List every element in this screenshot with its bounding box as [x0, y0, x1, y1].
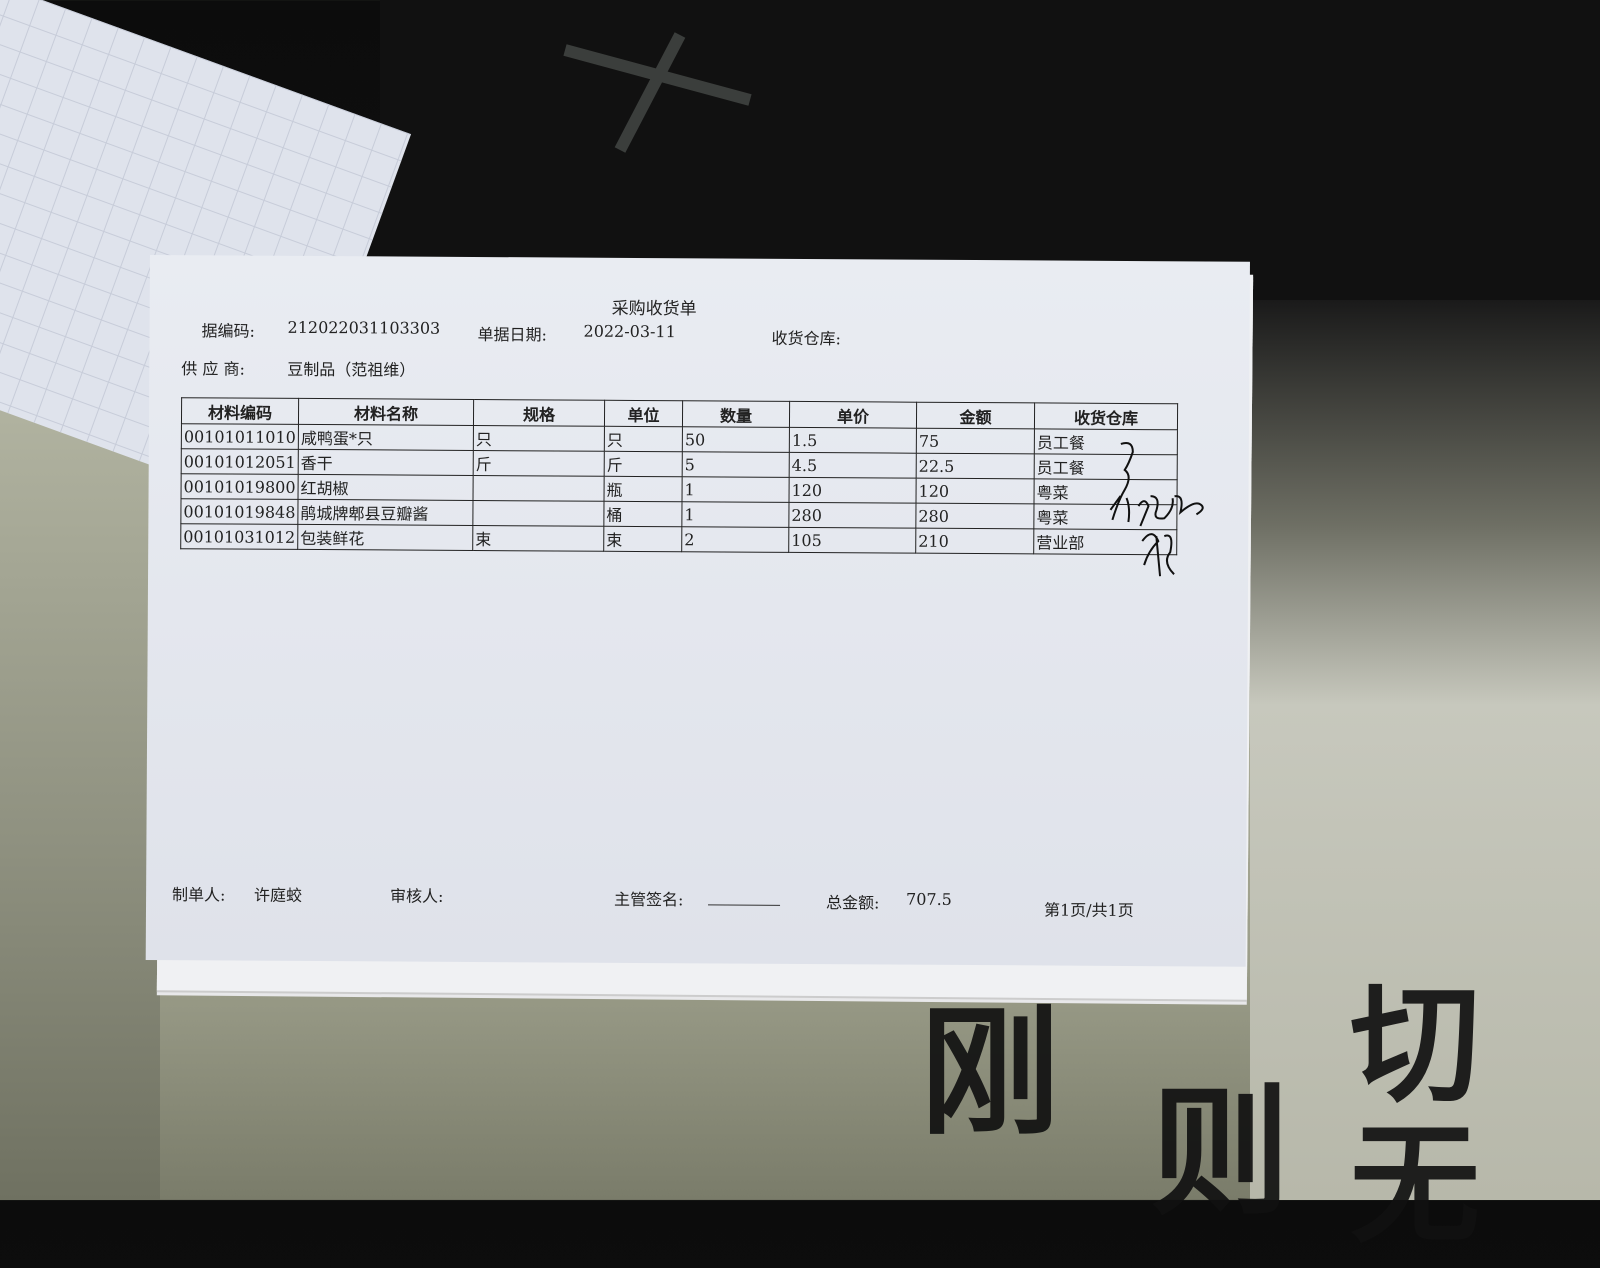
purchase-receipt-document: 采购收货单 据编码: 212022031103303 单据日期: 2022-03…	[145, 255, 1250, 967]
header-material-name: 材料名称	[298, 398, 474, 426]
cell-material-code: 00101011010	[181, 423, 299, 450]
reviewer-label: 审核人:	[390, 886, 444, 906]
cell-unit-price: 4.5	[789, 452, 917, 479]
items-table: 材料编码 材料名称 规格 单位 数量 单价 金额 收货仓库 0010101101…	[180, 397, 1178, 555]
cell-material-name: 咸鸭蛋*只	[298, 424, 474, 451]
warehouse-label: 收货仓库:	[771, 328, 841, 349]
cell-spec: 束	[472, 525, 604, 552]
page-number: 第1页/共1页	[1043, 900, 1134, 921]
cell-material-name: 鹃城牌郫县豆瓣酱	[297, 499, 473, 526]
cell-quantity: 1	[681, 476, 790, 503]
cell-unit: 桶	[603, 501, 682, 527]
supplier-label: 供 应 商:	[181, 359, 245, 379]
header-warehouse: 收货仓库	[1034, 402, 1178, 430]
cell-material-code: 00101031012	[180, 523, 298, 550]
supervisor-signature-line	[708, 904, 781, 906]
cell-amount: 75	[916, 428, 1035, 454]
calligraphy-glyph: 刚	[920, 991, 1061, 1155]
calligraphy-glyph: 无	[1350, 1108, 1481, 1261]
cell-unit-price: 120	[788, 477, 917, 504]
cross-mark-on-cloth	[563, 32, 752, 153]
cell-quantity: 50	[682, 426, 790, 453]
cell-quantity: 1	[681, 501, 789, 528]
doc-date-label: 单据日期:	[477, 325, 547, 345]
doc-date: 2022-03-11	[583, 321, 676, 342]
cell-spec	[472, 500, 604, 527]
cell-material-name: 红胡椒	[297, 474, 474, 501]
calligraphy-glyph: 则	[1150, 1071, 1291, 1235]
cell-amount: 120	[915, 478, 1035, 504]
supervisor-label: 主管签名:	[614, 889, 684, 910]
cell-amount: 210	[915, 528, 1034, 554]
cell-spec: 斤	[473, 450, 605, 477]
table-row: 00101031012 包装鲜花束束 2 105 210 营业部	[180, 523, 1177, 555]
cell-material-code: 00101019800	[181, 473, 299, 500]
cell-unit: 斤	[604, 451, 683, 477]
cell-material-code: 00101019848	[180, 498, 298, 525]
cell-material-code: 00101012051	[181, 448, 299, 475]
handwritten-signature	[1109, 441, 1204, 577]
cell-unit: 瓶	[603, 476, 683, 502]
doc-number: 212022031103303	[287, 317, 441, 338]
preparer-label: 制单人:	[172, 885, 226, 905]
cell-unit-price: 105	[788, 527, 916, 554]
doc-number-label: 据编码:	[201, 321, 256, 341]
supplier: 豆制品（范祖维）	[287, 359, 416, 380]
cell-material-name: 包装鲜花	[297, 524, 473, 551]
document-title: 采购收货单	[611, 298, 697, 320]
header-amount: 金额	[916, 402, 1035, 429]
cell-amount: 280	[915, 503, 1034, 529]
header-spec: 规格	[473, 399, 605, 427]
cell-unit: 束	[603, 526, 682, 552]
cell-spec	[472, 475, 605, 502]
header-quantity: 数量	[682, 400, 790, 428]
cell-unit-price: 1.5	[789, 427, 917, 454]
cell-material-name: 香干	[298, 449, 474, 476]
cell-quantity: 5	[682, 451, 790, 478]
preparer: 许庭蛟	[254, 885, 303, 905]
total-amount: 707.5	[906, 889, 952, 909]
header-material-code: 材料编码	[181, 397, 299, 425]
cell-amount: 22.5	[916, 453, 1035, 479]
cell-quantity: 2	[681, 526, 789, 553]
calligraphy-glyph: 切	[1350, 968, 1481, 1121]
cell-unit-price: 280	[788, 502, 916, 529]
cell-unit: 只	[604, 426, 683, 452]
header-unit: 单位	[604, 400, 683, 427]
cell-spec: 只	[473, 425, 605, 452]
total-label: 总金额:	[825, 893, 880, 913]
header-unit-price: 单价	[789, 401, 917, 429]
cloth-background-right	[1250, 300, 1600, 1200]
